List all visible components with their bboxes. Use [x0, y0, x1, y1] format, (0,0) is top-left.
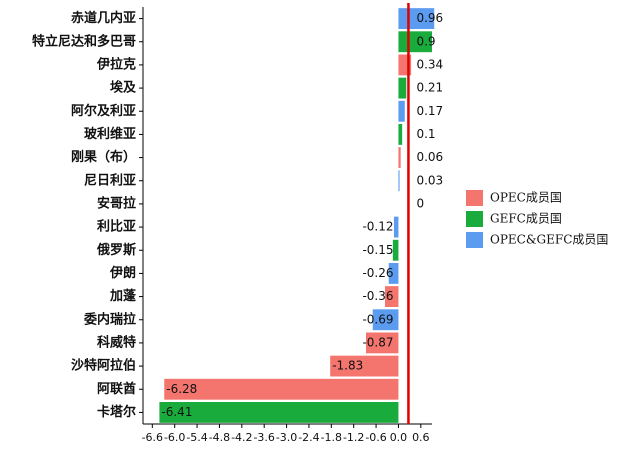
- bar: [398, 100, 405, 122]
- legend-swatch: [466, 190, 483, 206]
- bar: [398, 31, 432, 53]
- y-tick-label: 伊朗: [109, 265, 136, 281]
- data-label: 0.34: [416, 57, 443, 71]
- y-tick-label: 科威特: [97, 334, 136, 350]
- x-tick-label: -6.6: [142, 431, 163, 444]
- y-tick-label: 安哥拉: [97, 195, 136, 211]
- y-tick-label: 埃及: [110, 80, 137, 96]
- bar: [393, 216, 399, 238]
- data-label: -0.36: [362, 289, 393, 303]
- x-tick-label: 0.0: [390, 431, 408, 444]
- x-tick-label: -6.0: [164, 431, 185, 444]
- legend-label: GEFC成员国: [490, 212, 562, 226]
- bar: [398, 147, 401, 169]
- data-label: 0: [416, 196, 424, 210]
- x-tick-label: -4.2: [231, 431, 252, 444]
- x-tick-label: -1.8: [321, 431, 342, 444]
- data-label: 0.9: [416, 34, 435, 48]
- data-label: -0.87: [362, 335, 393, 349]
- bar: [159, 401, 399, 423]
- bar: [398, 170, 400, 192]
- y-tick-label: 刚果（布）: [71, 149, 136, 165]
- y-tick-label: 卡塔尔: [97, 404, 136, 420]
- x-tick-label: -3.6: [253, 431, 274, 444]
- bar: [388, 262, 399, 284]
- data-label: -6.41: [161, 405, 192, 419]
- y-tick-label: 阿联酋: [97, 381, 136, 397]
- y-tick-label: 委内瑞拉: [83, 311, 136, 327]
- data-label: -0.69: [362, 312, 393, 326]
- legend-swatch: [466, 211, 483, 227]
- y-tick-label: 尼日利亚: [84, 172, 136, 188]
- bar: [385, 286, 399, 308]
- data-label: 0.17: [416, 104, 443, 118]
- x-tick-label: -2.4: [298, 431, 319, 444]
- x-tick-label: -4.8: [209, 431, 230, 444]
- x-tick-label: 0.6: [412, 431, 430, 444]
- data-label: -0.26: [362, 266, 393, 280]
- data-label: 0.21: [416, 81, 443, 95]
- y-tick-label: 俄罗斯: [96, 242, 136, 258]
- bar: [372, 309, 399, 331]
- data-label: -6.28: [166, 382, 197, 396]
- x-tick-label: -5.4: [186, 431, 207, 444]
- data-label: 0.06: [416, 150, 443, 164]
- bar: [365, 332, 399, 354]
- bar: [330, 355, 399, 377]
- y-tick-label: 赤道几内亚: [71, 10, 136, 26]
- x-tick-label: -0.6: [365, 431, 386, 444]
- data-label: 0.96: [416, 11, 443, 25]
- data-label: 0.03: [416, 173, 443, 187]
- y-tick-label: 阿尔及利亚: [71, 103, 136, 119]
- bar: [164, 378, 399, 400]
- y-tick-label: 加蓬: [109, 288, 137, 304]
- bar: [398, 123, 403, 145]
- data-label: -0.15: [362, 243, 393, 257]
- x-tick-label: -1.2: [343, 431, 364, 444]
- y-tick-label: 沙特阿拉伯: [71, 358, 136, 374]
- legend-label: OPEC&GEFC成员国: [490, 233, 608, 247]
- legend-label: OPEC成员国: [490, 191, 562, 205]
- data-label: -0.12: [362, 220, 393, 234]
- y-tick-label: 伊拉克: [96, 56, 136, 72]
- x-tick-label: -3.0: [276, 431, 297, 444]
- bar: [392, 239, 399, 261]
- data-label: 0.1: [416, 127, 435, 141]
- bar: [398, 77, 407, 99]
- data-label: -1.83: [332, 359, 363, 373]
- y-tick-label: 玻利维亚: [84, 126, 136, 142]
- legend-swatch: [466, 232, 483, 248]
- y-tick-label: 特立尼达和多巴哥: [32, 33, 136, 49]
- y-tick-label: 利比亚: [97, 219, 136, 235]
